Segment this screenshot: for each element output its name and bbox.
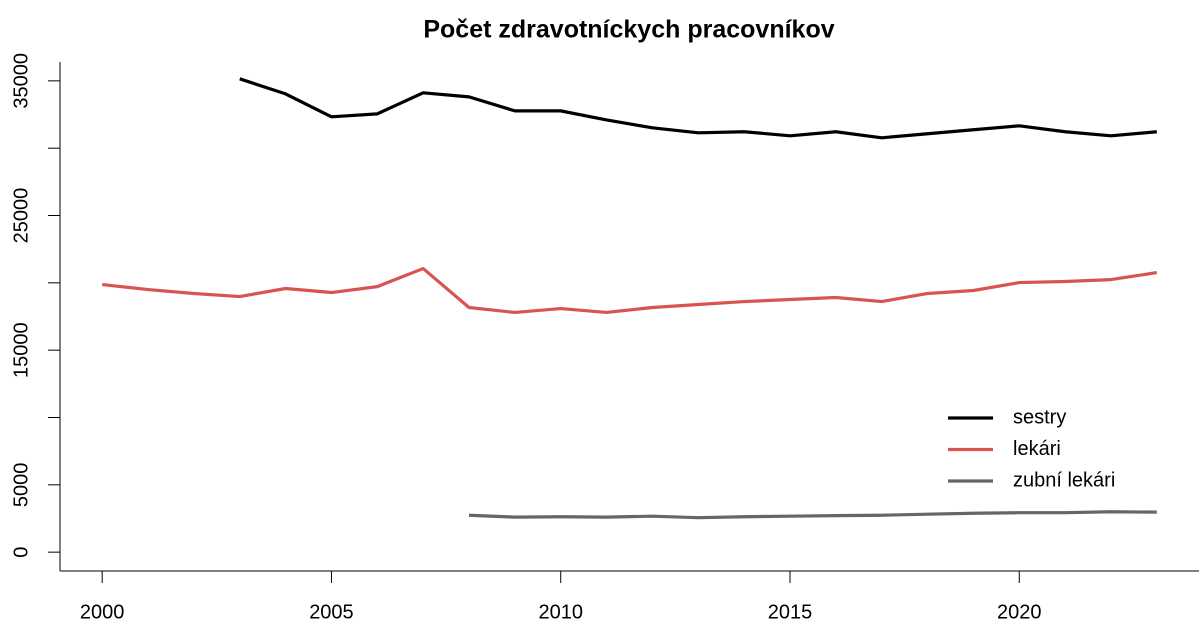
y-tick-label: 0 [10,547,32,558]
legend-label: lekári [1013,438,1061,460]
chart-title: Počet zdravotníckych pracovníkov [423,16,834,44]
line [468,510,1157,520]
y-tick-label: 5000 [10,463,32,508]
x-tick-label: 2015 [768,601,813,623]
y-tick-label: 25000 [10,188,32,244]
line [239,77,1157,140]
x-tick-label: 2010 [538,601,583,623]
line [102,266,1158,315]
x-tick-label: 2005 [309,601,354,623]
y-tick-label: 15000 [10,322,32,378]
x-tick-label: 2000 [80,601,125,623]
y-tick-label: 35000 [10,53,32,109]
legend-label: sestry [1013,406,1066,428]
legend-label: zubní lekári [1013,469,1115,491]
x-tick-label: 2020 [997,601,1042,623]
